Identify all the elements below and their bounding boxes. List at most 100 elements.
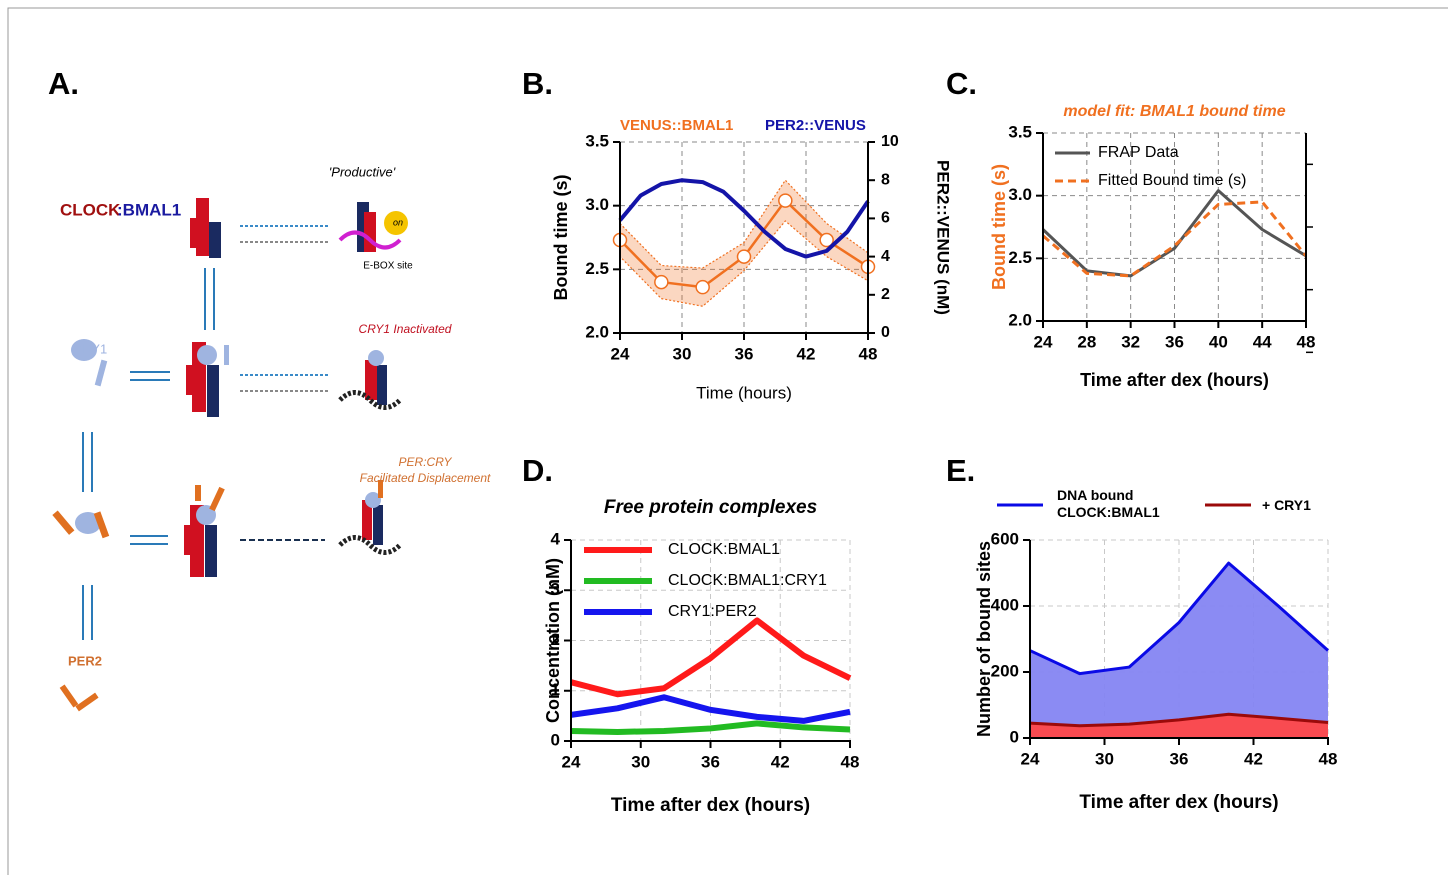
series-line (1042, 200, 1308, 278)
panel-label: D. (522, 453, 553, 488)
y-tick-label: 1 (551, 680, 560, 699)
series-line (1041, 189, 1307, 278)
y-tick-label: 3.5 (585, 131, 609, 150)
chart-title: Free protein complexes (604, 497, 817, 518)
frame (7, 7, 1448, 875)
y-tick-label: 2.0 (1008, 310, 1032, 329)
chart: 24 30 36 42 48 0 1 2 3 4 Time after dex (hours) Con… (543, 497, 860, 816)
y2-axis-label: PER2::VENUS (nM) (934, 160, 953, 315)
x-tick-label: 48 (1297, 332, 1316, 351)
y-tick-label: 3 (551, 580, 560, 599)
x-tick-label: 30 (631, 752, 650, 771)
x-tick-label: 36 (701, 752, 720, 771)
x-axis-label: Time after dex (hours) (611, 795, 810, 816)
y2-tick-label: 8 (881, 171, 890, 188)
cry1-label: CRY1 (73, 341, 107, 356)
chart-title: model fit: BMAL1 bound time (1063, 103, 1285, 120)
diagram: CLOCK :BMAL1 'Productive' on E-BOX site … (52, 164, 491, 712)
x-axis-label: Time after dex (hours) (1079, 792, 1278, 813)
chart: 24 30 36 42 48 0 200 400 600 Time after dex (hour… (974, 503, 1338, 813)
legend-label: CLOCK:BMAL1:CRY1 (668, 572, 827, 589)
panel-label: B. (522, 66, 553, 101)
x-tick-label: 32 (1121, 332, 1140, 351)
x-tick-label: 48 (841, 752, 860, 771)
x-tick-label: 36 (1165, 332, 1184, 351)
y-tick-label: 2.5 (585, 259, 609, 278)
area (1030, 714, 1328, 738)
x-tick-label: 44 (1253, 332, 1272, 351)
marker (695, 279, 710, 295)
x-tick-label: 42 (797, 344, 816, 363)
arrows (82, 225, 330, 640)
legend-label: + CRY1 (1262, 497, 1311, 513)
y2-tick-label: 0 (881, 324, 890, 341)
cry1-inactivated-label: CRY1 Inactivated (359, 322, 452, 336)
y-tick-label: 2.0 (585, 322, 609, 341)
legend-label: DNA bound CLOCK:BMAL1 (1057, 487, 1160, 520)
x-tick-label: 42 (1244, 749, 1263, 768)
complex-icon (52, 198, 408, 712)
y-tick-label: 3.5 (1008, 122, 1032, 141)
legend-label: CRY1:PER2 (668, 603, 757, 620)
ebox-label: E-BOX site (363, 261, 413, 272)
x-tick-label: 30 (1095, 749, 1114, 768)
per2-label: PER2 (68, 653, 102, 668)
series-line (570, 694, 851, 724)
productive-label: 'Productive' (329, 164, 396, 179)
x-tick-label: 24 (1034, 332, 1053, 351)
x-tick-label: 42 (771, 752, 790, 771)
legend-label: FRAP Data (1098, 144, 1179, 161)
marker (654, 274, 669, 290)
y-tick-label: 2.5 (1008, 248, 1032, 267)
x-tick-label: 36 (735, 344, 754, 363)
x-tick-label: 28 (1077, 332, 1096, 351)
y-tick-label: 4 (551, 529, 561, 548)
legend-label: PER2::VENUS (765, 117, 866, 134)
bmal1-label: :BMAL1 (117, 200, 181, 219)
panel-label: C. (946, 66, 977, 101)
y-tick-label: 600 (991, 529, 1019, 548)
x-tick-label: 48 (859, 344, 878, 363)
y-tick-label: 2 (551, 630, 560, 649)
series-line (570, 617, 852, 698)
series-line (618, 178, 870, 259)
y2-tick-label: 4 (881, 248, 890, 265)
marker (778, 193, 793, 208)
y2-tick-label: 2 (881, 286, 890, 303)
y-tick-label: 0 (1010, 727, 1019, 746)
per-cry-label: PER:CRY (399, 455, 453, 469)
facilitated-label: Facilitated Displacement (360, 471, 491, 485)
x-tick-label: 24 (562, 752, 581, 771)
y-axis-label: Bound time (s) (551, 175, 571, 301)
x-tick-label: 24 (611, 344, 630, 363)
y-tick-label: 3.0 (1008, 185, 1032, 204)
x-axis-label: Time after dex (hours) (1080, 370, 1269, 390)
y-axis-label: Bound time (s) (989, 164, 1009, 290)
marker (736, 249, 752, 264)
y2-tick-label: 10 (881, 133, 899, 150)
x-tick-label: 24 (1021, 749, 1040, 768)
clock-label: CLOCK (60, 200, 121, 219)
y-axis-label: Number of bound sites (974, 541, 994, 737)
panel-label: A. (48, 66, 79, 101)
series-line (1029, 712, 1329, 728)
error-band (619, 179, 869, 307)
legend-label: VENUS::BMAL1 (620, 117, 733, 134)
x-tick-label: 48 (1319, 749, 1338, 768)
x-axis-label: Time (hours) (696, 383, 792, 402)
y-axis-label: Concentration (nM) (543, 558, 563, 723)
x-tick-label: 30 (673, 344, 692, 363)
y-tick-label: 400 (991, 595, 1019, 614)
y-tick-label: 200 (991, 661, 1019, 680)
on-label: on (393, 217, 403, 227)
chart: 24 28 32 36 40 44 48 2.0 2.5 3.0 3.5 Time after dex… (989, 103, 1316, 390)
y-tick-label: 0 (551, 730, 560, 749)
legend-label: CLOCK:BMAL1 (668, 541, 780, 558)
x-tick-label: 36 (1170, 749, 1189, 768)
panel-label: E. (946, 453, 975, 488)
series-line (1029, 561, 1330, 676)
legend-label: Fitted Bound time (s) (1098, 172, 1247, 189)
